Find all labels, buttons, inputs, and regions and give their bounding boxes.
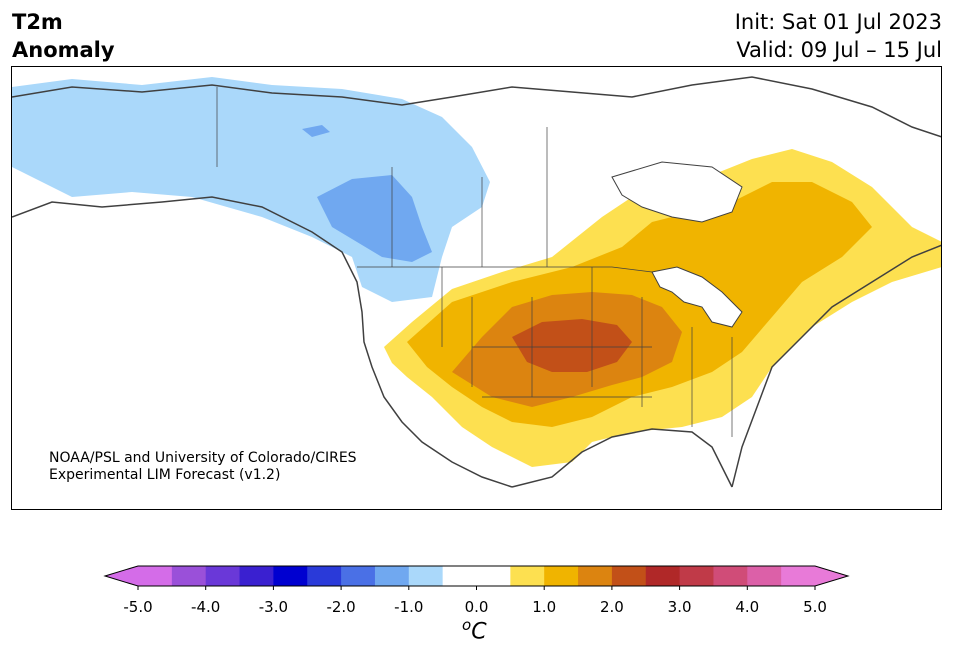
colorbar-bin bbox=[239, 566, 274, 586]
colorbar-bin bbox=[713, 566, 748, 586]
colorbar-tick-label: -2.0 bbox=[326, 598, 356, 616]
cool-anomaly-medium bbox=[317, 175, 432, 262]
unit-celsius: C bbox=[471, 619, 487, 645]
colorbar-bin bbox=[442, 566, 477, 586]
colorbar-bin bbox=[476, 566, 511, 586]
forecast-dates: Init: Sat 01 Jul 2023 Valid: 09 Jul – 15… bbox=[735, 8, 942, 64]
cool-anomaly-light bbox=[12, 77, 490, 302]
colorbar-bin bbox=[341, 566, 376, 586]
coastline-gulf bbox=[511, 428, 733, 488]
colorbar-bin bbox=[138, 566, 173, 586]
map-panel bbox=[11, 66, 942, 510]
colorbar-extend-low bbox=[105, 566, 138, 586]
colorbar bbox=[103, 565, 850, 590]
hudson-bay bbox=[611, 161, 743, 223]
title-line-1: T2m bbox=[12, 10, 63, 34]
colorbar-bin bbox=[544, 566, 579, 586]
colorbar-bin bbox=[205, 566, 241, 586]
coastline-east bbox=[731, 244, 941, 488]
great-lakes bbox=[651, 266, 743, 328]
colorbar-tick-label: -3.0 bbox=[258, 598, 289, 616]
title-line-2: Anomaly bbox=[12, 38, 115, 62]
colorbar-tick-label: -5.0 bbox=[123, 598, 153, 616]
colorbar-bin bbox=[273, 566, 308, 586]
credit-line-1: NOAA/PSL and University of Colorado/CIRE… bbox=[49, 450, 357, 466]
coastline-arctic bbox=[12, 76, 941, 138]
anomaly-map bbox=[12, 76, 941, 488]
colorbar-tick-label: 4.0 bbox=[735, 598, 760, 616]
unit-degree: o bbox=[462, 616, 472, 634]
colorbar-bin bbox=[374, 566, 410, 586]
political-borders bbox=[216, 87, 733, 437]
colorbar-tick-label: 5.0 bbox=[803, 598, 827, 616]
colorbar-bin bbox=[578, 566, 613, 586]
colorbar-tick-label: -4.0 bbox=[191, 598, 221, 616]
colorbar-bin bbox=[747, 566, 782, 586]
colorbar-bin bbox=[510, 566, 545, 586]
colorbar-bin bbox=[171, 566, 207, 586]
cool-anomaly-spot bbox=[302, 125, 330, 137]
credit-line-2: Experimental LIM Forecast (v1.2) bbox=[49, 467, 281, 483]
valid-date: Valid: 09 Jul – 15 Jul bbox=[736, 38, 942, 62]
colorbar-tick-label: 0.0 bbox=[464, 598, 489, 616]
colorbar-tick-label: 2.0 bbox=[599, 598, 624, 616]
colorbar-bin bbox=[408, 566, 444, 586]
colorbar-tick-label: 3.0 bbox=[667, 598, 692, 616]
map-credit: NOAA/PSL and University of Colorado/CIRE… bbox=[49, 450, 357, 484]
colorbar-bin bbox=[645, 566, 681, 586]
warm-anomaly-core bbox=[512, 319, 632, 372]
plot-title: T2m Anomaly bbox=[12, 8, 115, 64]
colorbar-tick-label: -1.0 bbox=[394, 598, 424, 616]
init-date: Init: Sat 01 Jul 2023 bbox=[734, 10, 942, 34]
colorbar-extend-high bbox=[815, 566, 848, 586]
colorbar-unit: oC bbox=[462, 616, 487, 644]
colorbar-tick-label: 1.0 bbox=[532, 598, 557, 616]
coastline-west bbox=[12, 196, 513, 488]
colorbar-bin bbox=[611, 566, 647, 586]
colorbar-bin bbox=[679, 566, 714, 586]
colorbar-bin bbox=[307, 566, 342, 586]
colorbar-bin bbox=[781, 566, 816, 586]
